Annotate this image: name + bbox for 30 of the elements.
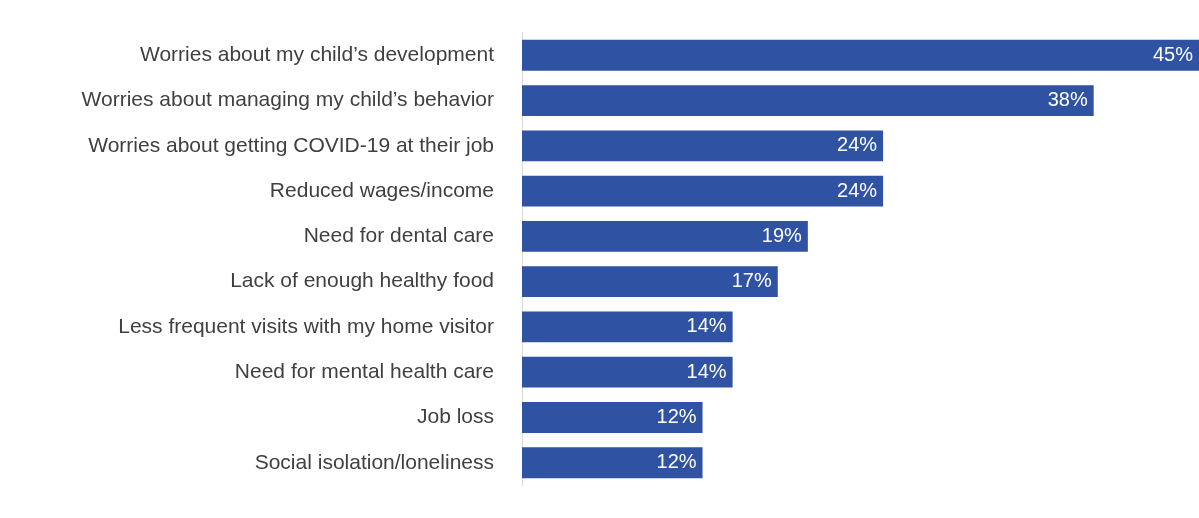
data-label: 24% — [837, 178, 878, 201]
y-tick-label: Lack of enough healthy food — [230, 268, 494, 292]
bar — [522, 311, 733, 343]
y-tick-label: Job loss — [416, 404, 494, 428]
y-tick-label: Reduced wages/income — [269, 177, 494, 201]
data-label: 12% — [656, 405, 697, 427]
bar — [522, 130, 884, 162]
bar — [522, 447, 703, 479]
data-label: 38% — [1047, 88, 1088, 111]
bar — [522, 220, 808, 252]
bar — [522, 266, 778, 298]
bar — [522, 356, 733, 388]
data-label: 24% — [837, 133, 878, 156]
data-label: 19% — [761, 223, 803, 246]
y-tick-label: Worries about my child’s development — [139, 42, 495, 66]
y-tick-label: Social isolation/loneliness — [254, 449, 494, 473]
data-label: 14% — [686, 359, 727, 382]
y-tick-label: Need for dental care — [303, 223, 494, 247]
data-label: 45% — [1152, 42, 1194, 65]
y-tick-label: Worries about managing my child’s behavior — [81, 87, 494, 111]
y-tick-label: Less frequent visits with my home visitor — [118, 313, 495, 337]
bar — [522, 175, 884, 207]
data-label: 17% — [731, 269, 772, 292]
y-tick-label: Worries about getting COVID-19 at their job — [88, 132, 494, 156]
bar — [522, 402, 703, 433]
data-label: 12% — [656, 450, 697, 473]
data-label: 14% — [686, 314, 727, 337]
y-tick-label: Need for mental health care — [234, 359, 494, 382]
bar — [522, 39, 1199, 71]
bar — [522, 85, 1094, 116]
